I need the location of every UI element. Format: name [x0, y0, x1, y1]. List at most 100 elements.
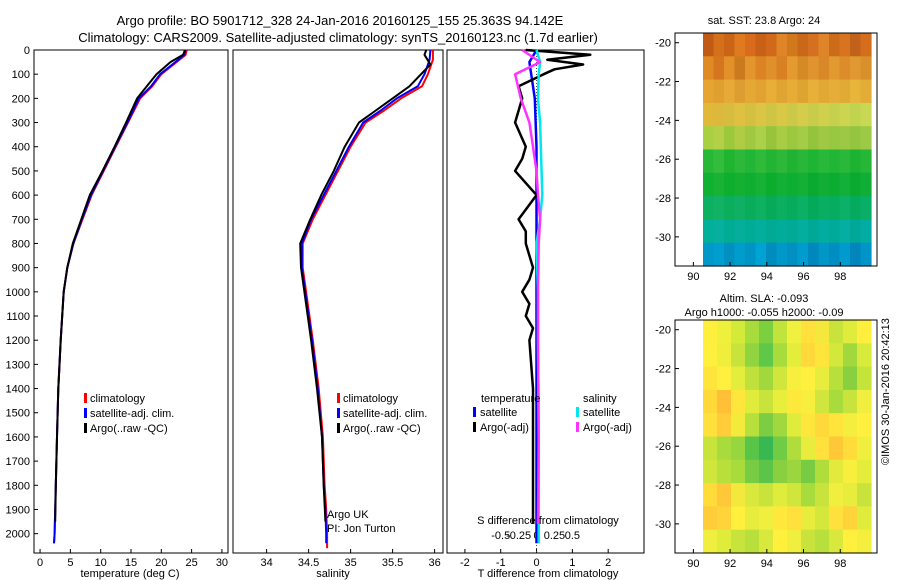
legend-swatch-sal-satellite	[576, 407, 579, 417]
difference-panel: -2 -1 0 1 2 -0.5-0.25 0 0.250.5 S difference f…	[446, 48, 645, 580]
heatmap-cell	[850, 219, 862, 244]
x-tick-label: -2	[460, 557, 470, 569]
latitude-tick-label: -24	[655, 115, 671, 127]
depth-tick-label: 1700	[6, 456, 30, 468]
heatmap-cell	[815, 413, 830, 438]
difference-lines	[513, 48, 592, 553]
heatmap-cell	[724, 56, 736, 81]
heatmap-cell	[808, 56, 820, 81]
heatmap-cell	[829, 219, 841, 244]
heatmap-cell	[808, 149, 820, 174]
heatmap-cell	[808, 126, 820, 151]
heatmap-cell	[745, 242, 757, 267]
heatmap-cell	[829, 389, 844, 414]
heatmap-cell	[815, 320, 830, 344]
heatmap-cell	[818, 33, 830, 57]
legend-swatch-argo	[84, 423, 87, 433]
heatmap-cell	[843, 483, 858, 507]
x-tick-label: 35	[344, 557, 356, 569]
heatmap-cell	[818, 56, 830, 81]
heatmap-cell	[839, 79, 851, 104]
heatmap-cell	[815, 506, 830, 531]
series-line-argo-raw-qc-	[299, 49, 432, 522]
heatmap-cell	[717, 459, 732, 484]
heatmap-cell	[797, 33, 809, 57]
heatmap-cell	[717, 343, 732, 368]
heatmap-cell	[850, 149, 862, 174]
heatmap-cell	[703, 172, 715, 197]
heatmap-cell	[829, 320, 844, 344]
principal-investigator-annotation: PI: Jon Turton	[327, 523, 395, 535]
heatmap-cell	[787, 506, 802, 531]
heatmap-cell	[724, 242, 736, 267]
sst-map-panel: sat. SST: 23.8 Argo: 24 90 92 94 96 98 -20 -22…	[655, 15, 878, 283]
series-line-temperature-satellite	[528, 49, 538, 544]
s-tick-label: -0.5	[491, 530, 510, 542]
sla-map-panel: Altim. SLA: -0.093 Argo h1000: -0.055 h2…	[655, 293, 878, 570]
legend-label-satellite: satellite-adj. clim.	[90, 408, 174, 420]
heatmap-cell	[703, 366, 718, 391]
heatmap-cell	[787, 343, 802, 368]
heatmap-cell	[787, 149, 799, 174]
heatmap-cell	[724, 149, 736, 174]
heatmap-cell	[713, 149, 725, 174]
heatmap-cell	[808, 33, 820, 57]
x-tick-label: 34.5	[298, 557, 319, 569]
sla-map-title: Altim. SLA: -0.093	[720, 293, 809, 305]
depth-tick-label: 1800	[6, 480, 30, 492]
heatmap-cell	[703, 389, 718, 414]
heatmap-cell	[745, 366, 760, 391]
heatmap-cell	[860, 79, 872, 104]
heatmap-cell	[829, 366, 844, 391]
heatmap-cell	[850, 56, 862, 81]
heatmap-cell	[766, 102, 778, 127]
heatmap-cell	[731, 529, 746, 554]
heatmap-cell	[801, 483, 816, 507]
latitude-tick-label: -26	[655, 154, 671, 166]
x-tick-label: 15	[125, 557, 137, 569]
heatmap-cell	[829, 172, 841, 197]
heatmap-cell	[808, 219, 820, 244]
heatmap-cell	[766, 149, 778, 174]
longitude-tick-label: 94	[761, 558, 773, 570]
heatmap-cell	[815, 529, 830, 554]
heatmap-cell	[801, 459, 816, 484]
s-difference-xlabel: S difference from climatology	[477, 515, 619, 527]
salinity-lines	[299, 49, 434, 549]
salinity-axis-ticks: 34 34.5 35 35.5 36	[260, 549, 441, 569]
heatmap-cell	[731, 343, 746, 368]
heatmap-cell	[843, 529, 858, 554]
heatmap-cell	[773, 343, 788, 368]
heatmap-cell	[731, 483, 746, 507]
difference-legend: temperature salinity satellite Argo(-adj…	[473, 393, 632, 434]
depth-tick-label: 1900	[6, 504, 30, 516]
legend-swatch-argo	[337, 423, 340, 433]
heatmap-cell	[717, 529, 732, 554]
heatmap-cell	[839, 102, 851, 127]
heatmap-cell	[703, 483, 718, 507]
heatmap-cell	[829, 149, 841, 174]
depth-tick-label: 800	[12, 238, 30, 250]
heatmap-cell	[818, 126, 830, 151]
heatmap-cell	[787, 102, 799, 127]
heatmap-cell	[703, 529, 718, 554]
heatmap-cell	[766, 219, 778, 244]
latitude-tick-label: -30	[655, 519, 671, 531]
heatmap-cell	[815, 459, 830, 484]
latitude-tick-label: -28	[655, 193, 671, 205]
heatmap-cell	[745, 483, 760, 507]
heatmap-cell	[797, 126, 809, 151]
salinity-legend: climatology satellite-adj. clim. Argo(..…	[337, 393, 427, 435]
heatmap-cell	[717, 483, 732, 507]
heatmap-cell	[734, 33, 746, 57]
heatmap-cell	[815, 436, 830, 461]
heatmap-cell	[839, 56, 851, 81]
heatmap-cell	[829, 196, 841, 220]
legend-label-satellite: satellite-adj. clim.	[343, 408, 427, 420]
heatmap-cell	[818, 242, 830, 267]
legend-label-sal-satellite: satellite	[583, 407, 620, 419]
sla-map-subtitle: Argo h1000: -0.055 h2000: -0.09	[684, 307, 843, 319]
heatmap-cell	[843, 413, 858, 438]
heatmap-cell	[745, 172, 757, 197]
